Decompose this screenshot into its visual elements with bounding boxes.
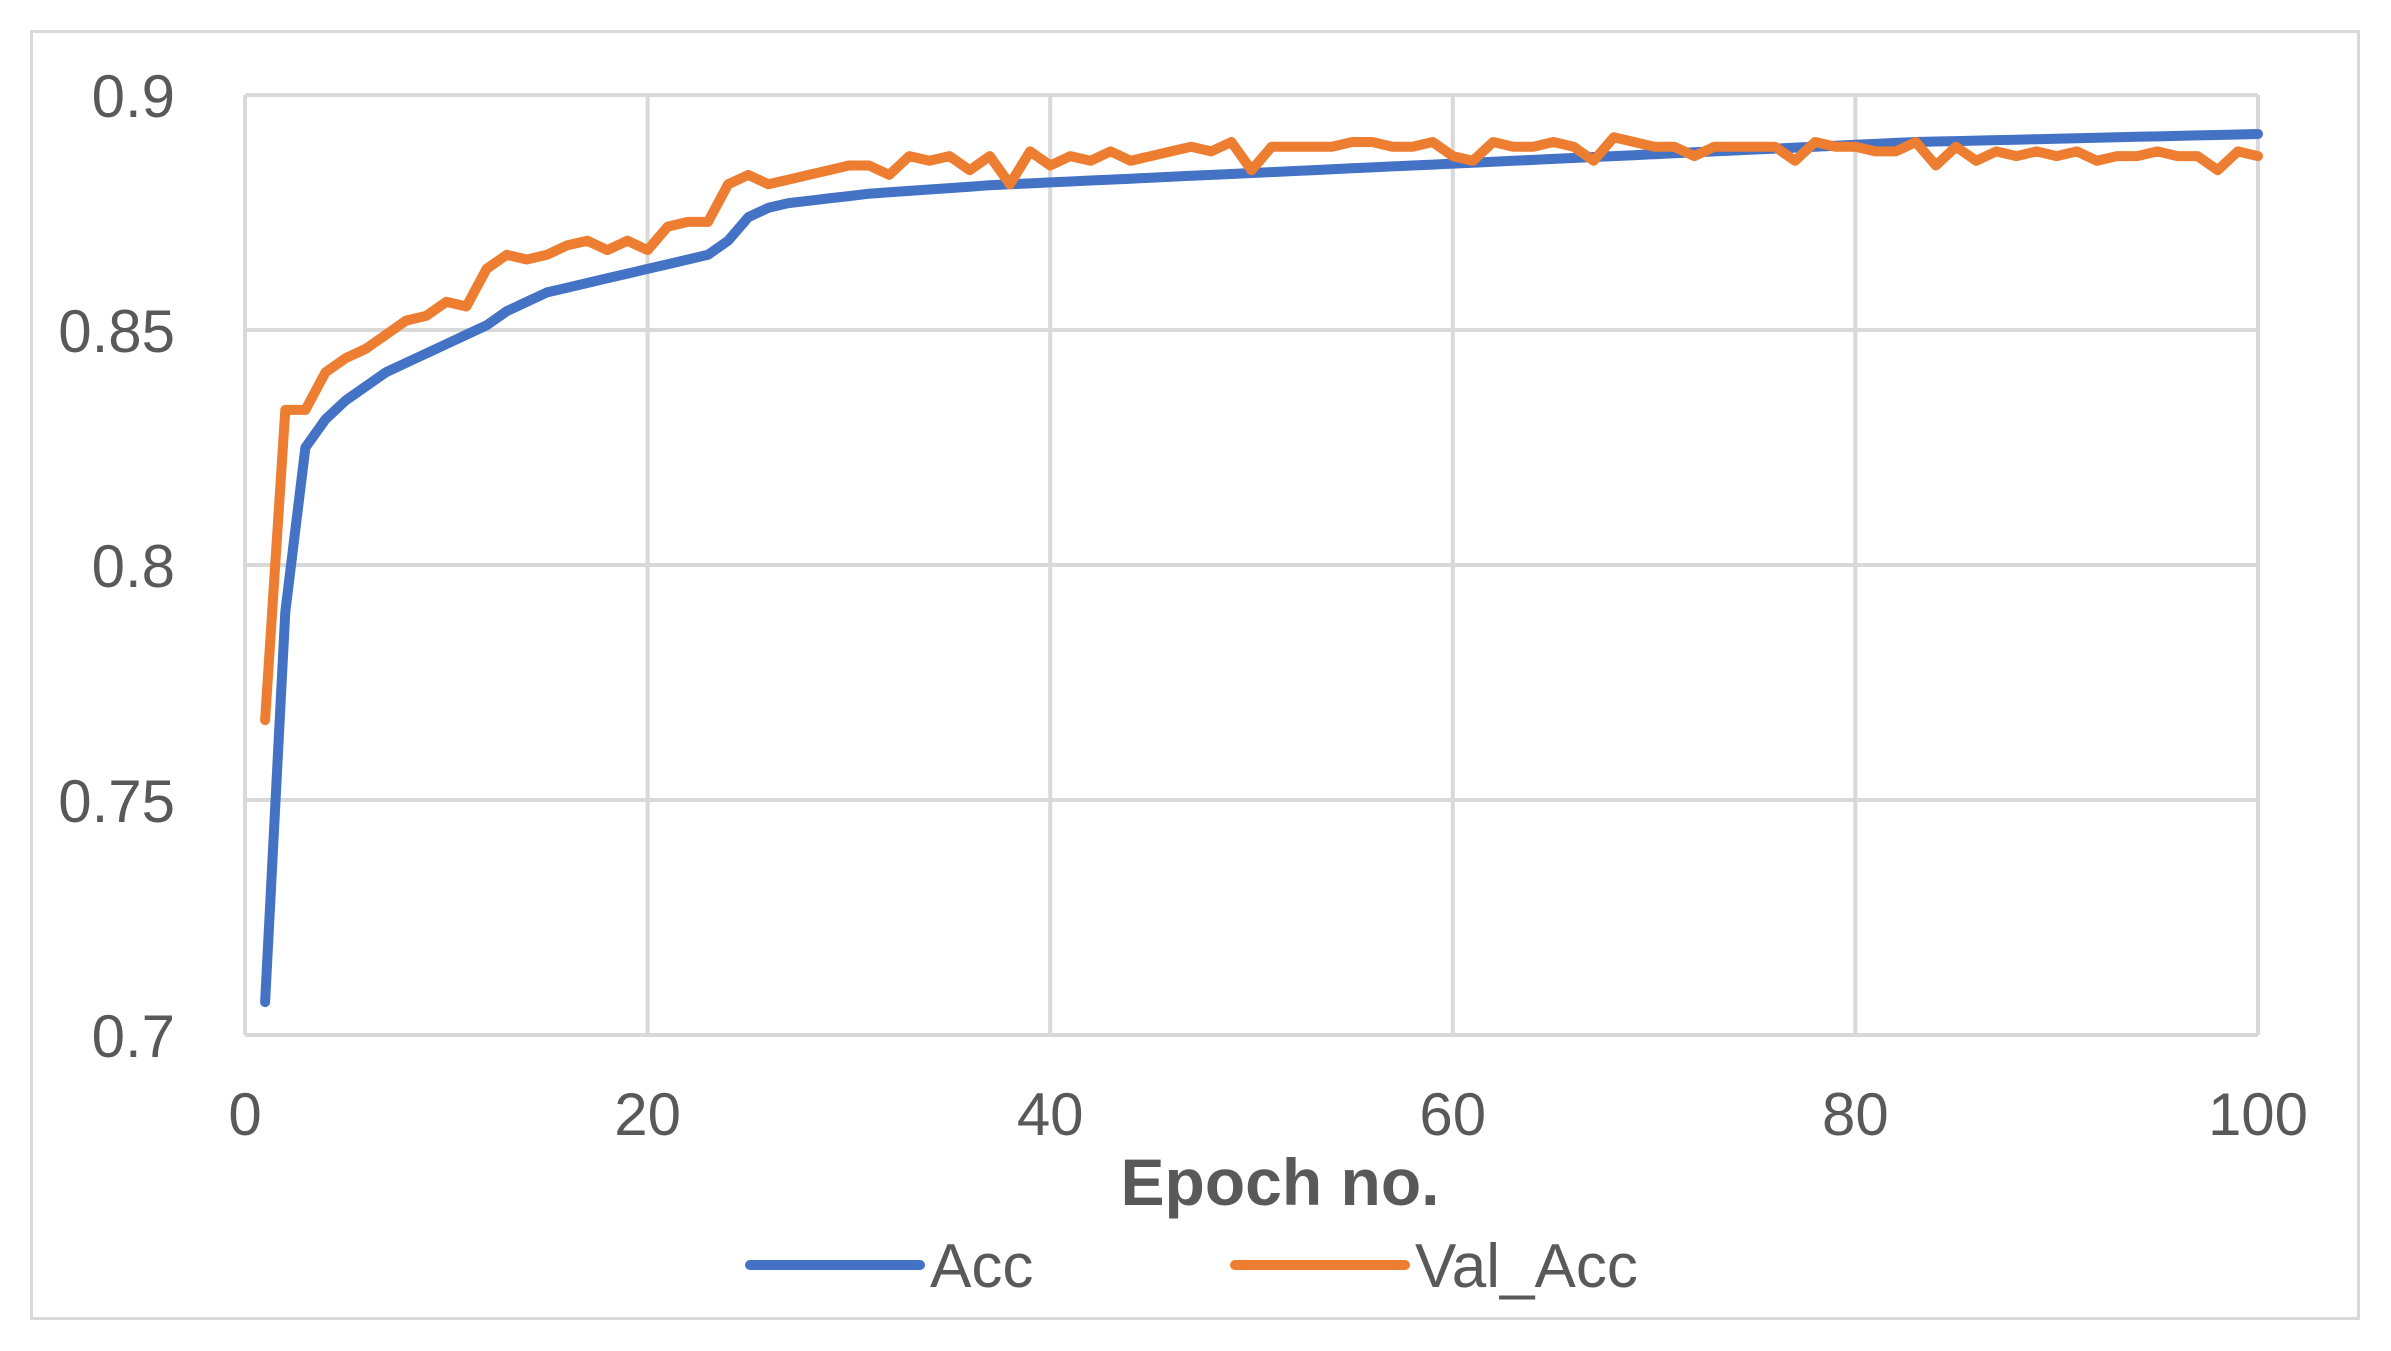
y-tick-label: 0.7 [92, 1003, 175, 1070]
x-tick-label: 80 [1822, 1081, 1889, 1148]
y-axis-ticks: 0.7 0.75 0.8 0.85 0.9 [58, 63, 175, 1070]
x-tick-label: 20 [614, 1081, 681, 1148]
series-line-val-acc [260, 132, 2263, 726]
x-axis-ticks: 0 20 40 60 80 100 [228, 1081, 2308, 1148]
chart-frame [30, 30, 2360, 1320]
x-axis-label: Epoch no. [1121, 1145, 1440, 1219]
x-tick-label: 0 [228, 1081, 261, 1148]
legend: Acc Val_Acc [745, 1232, 1638, 1301]
legend-label: Val_Acc [1415, 1232, 1638, 1301]
y-tick-label: 0.8 [92, 533, 175, 600]
x-tick-label: 60 [1419, 1081, 1486, 1148]
series-lines [260, 129, 2263, 1008]
y-tick-label: 0.75 [58, 768, 175, 835]
legend-label: Acc [930, 1232, 1033, 1301]
grid [243, 93, 2260, 1037]
series-line-acc [260, 129, 2263, 1008]
x-tick-label: 100 [2208, 1081, 2308, 1148]
y-tick-label: 0.9 [92, 63, 175, 130]
x-tick-label: 40 [1017, 1081, 1084, 1148]
y-tick-label: 0.85 [58, 298, 175, 365]
